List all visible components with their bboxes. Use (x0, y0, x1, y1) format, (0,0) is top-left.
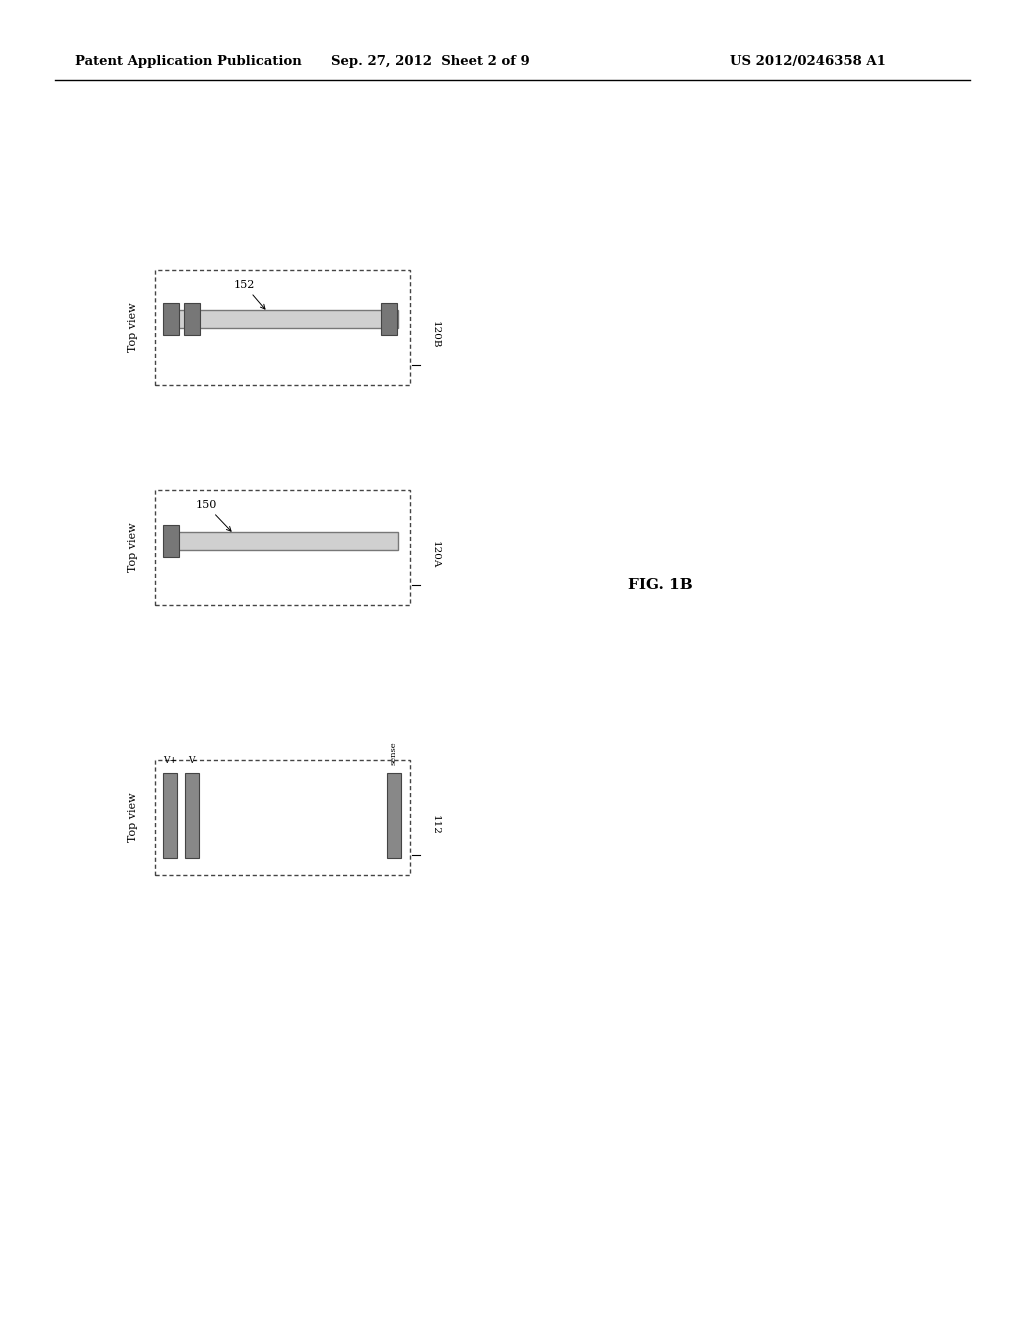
Bar (163, 525, 179, 557)
Text: Top view: Top view (128, 523, 138, 572)
Bar (387, 774, 401, 858)
Text: Sep. 27, 2012  Sheet 2 of 9: Sep. 27, 2012 Sheet 2 of 9 (331, 55, 529, 69)
Bar (155, 271, 410, 385)
Text: Top view: Top view (128, 792, 138, 842)
Text: V+: V+ (163, 756, 177, 766)
Bar (163, 774, 177, 858)
Bar (185, 774, 199, 858)
Bar (381, 304, 397, 335)
Text: Top view: Top view (128, 302, 138, 352)
Text: sense: sense (390, 742, 398, 766)
Text: 120A: 120A (430, 541, 439, 569)
Text: 150: 150 (196, 500, 231, 531)
Text: 112: 112 (430, 814, 439, 836)
Text: V-: V- (187, 756, 197, 766)
Bar (155, 760, 410, 875)
Bar (184, 304, 200, 335)
Text: Patent Application Publication: Patent Application Publication (75, 55, 302, 69)
Bar (163, 304, 179, 335)
Bar (155, 490, 410, 605)
Text: US 2012/0246358 A1: US 2012/0246358 A1 (730, 55, 886, 69)
Text: 120B: 120B (430, 321, 439, 348)
Bar (173, 310, 398, 327)
Text: FIG. 1B: FIG. 1B (628, 578, 692, 591)
Text: 152: 152 (233, 280, 265, 309)
Bar (173, 532, 398, 550)
